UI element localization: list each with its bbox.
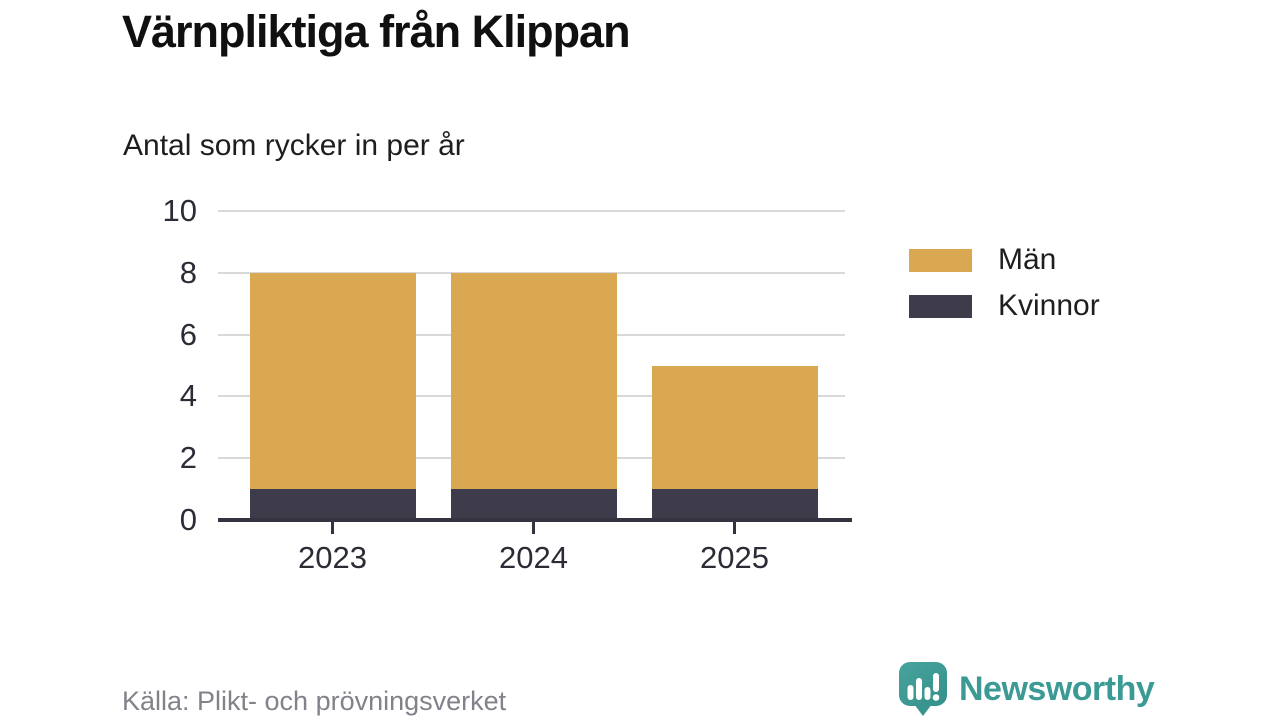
- bar-segment-2024-Kvinnor: [450, 489, 617, 520]
- y-axis-tick-label: 8: [179, 254, 197, 290]
- y-axis-tick-label: 2: [179, 440, 197, 476]
- x-axis-tick: [331, 522, 334, 534]
- x-axis-tick: [532, 522, 535, 534]
- x-axis-tick-label: 2024: [499, 540, 568, 575]
- gridline: [218, 210, 845, 212]
- newsworthy-logo: Newsworthy: [898, 660, 1155, 718]
- legend-swatch: [909, 248, 972, 272]
- bar-segment-2024-Män: [450, 272, 617, 490]
- x-axis-tick: [733, 522, 736, 534]
- bar-segment-2025-Kvinnor: [651, 489, 818, 520]
- y-axis-tick-label: 4: [179, 378, 197, 414]
- y-axis-tick-label: 0: [179, 502, 197, 537]
- y-axis-tick-label: 10: [162, 193, 197, 228]
- legend-item-kvinnor: Kvinnor: [909, 289, 1100, 323]
- x-axis-tick-label: 2023: [298, 540, 367, 575]
- x-axis-tick-label: 2025: [700, 540, 769, 575]
- legend-item-men: Män: [909, 243, 1100, 277]
- newsworthy-wordmark: Newsworthy: [959, 669, 1155, 708]
- chart-subtitle: Antal som rycker in per år: [123, 129, 465, 162]
- bar-segment-2023-Kvinnor: [249, 489, 416, 520]
- x-axis-line: [218, 518, 852, 522]
- bar-segment-2025-Män: [651, 365, 818, 490]
- source-text: Källa: Plikt- och prövningsverket: [122, 686, 507, 716]
- bar-segment-2023-Män: [249, 272, 416, 490]
- legend-label: Män: [998, 243, 1057, 276]
- chart-title: Värnpliktiga från Klippan: [122, 6, 631, 57]
- legend: Män Kvinnor: [909, 243, 1100, 323]
- legend-label: Kvinnor: [998, 289, 1100, 322]
- newsworthy-icon: [899, 661, 947, 716]
- y-axis-tick-label: 6: [179, 316, 197, 352]
- legend-swatch: [909, 294, 972, 318]
